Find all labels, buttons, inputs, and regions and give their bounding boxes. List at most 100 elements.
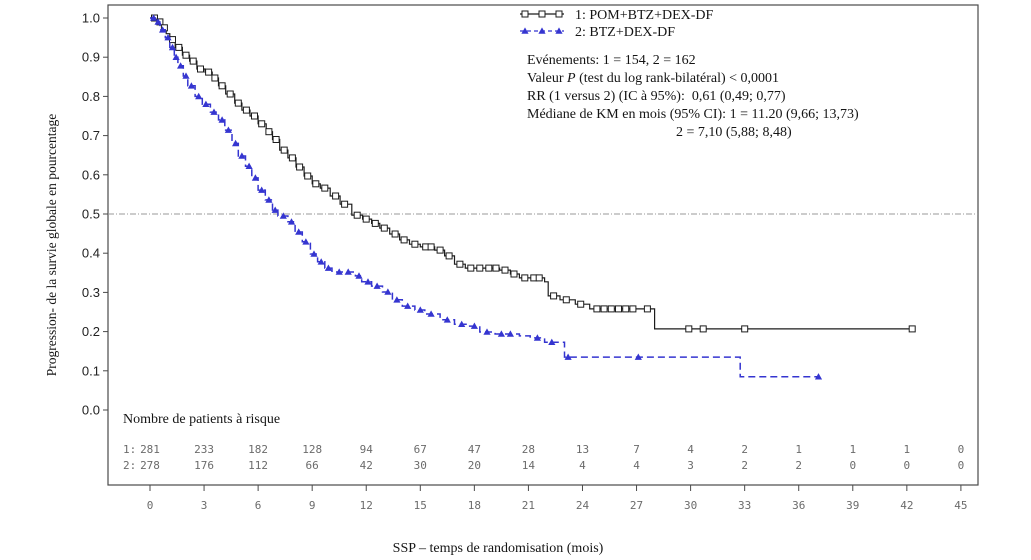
risk-count: 281	[140, 443, 160, 456]
censor-mark	[245, 162, 253, 169]
censor-mark	[189, 57, 197, 65]
risk-count: 30	[414, 459, 427, 472]
risk-count: 1	[904, 443, 911, 456]
censor-mark	[150, 14, 158, 21]
censor-mark	[211, 74, 219, 82]
censor-mark	[205, 68, 213, 76]
legend-marker-series-1	[520, 10, 564, 18]
censor-mark	[324, 264, 332, 271]
p-value-prefix: Valeur	[527, 71, 567, 86]
censor-mark	[443, 316, 451, 323]
risk-count: 20	[468, 459, 481, 472]
censor-mark	[506, 330, 514, 337]
risk-count: 28	[522, 443, 535, 456]
censor-mark	[436, 246, 444, 254]
censor-mark	[312, 180, 320, 188]
legend-symbol	[521, 27, 529, 34]
censor-mark	[159, 26, 167, 33]
censor-mark	[384, 288, 392, 295]
survival-curve	[150, 17, 819, 378]
risk-table-title: Nombre de patients à risque	[123, 412, 280, 427]
censor-mark	[302, 238, 310, 245]
legend: 1: POM+BTZ+DEX-DF 2: BTZ+DEX-DF	[520, 8, 714, 40]
censor-mark	[265, 196, 273, 203]
risk-count: 4	[579, 459, 586, 472]
censor-mark	[416, 306, 424, 313]
censor-mark	[321, 184, 329, 192]
series-2	[150, 14, 823, 380]
events-text: Evénements: 1 = 154, 2 = 162	[527, 53, 696, 68]
censor-mark	[168, 43, 177, 51]
censor-mark	[485, 264, 493, 272]
censor-mark	[685, 325, 693, 333]
median-arm-1-text: Médiane de KM en mois (95% CI): 1 = 11.2…	[527, 107, 859, 122]
x-axis: 0 3 6 9 12 15 18 21 24 27 30 33 36 39 42 45	[147, 485, 968, 512]
censor-mark	[615, 305, 622, 313]
x-tick-label: 0	[147, 499, 154, 512]
x-tick-label: 42	[900, 499, 913, 512]
censor-mark	[564, 353, 572, 360]
legend-marker-series-2	[520, 27, 564, 34]
censor-mark	[908, 325, 916, 333]
censor-mark	[271, 206, 279, 213]
x-tick-label: 39	[846, 499, 859, 512]
censor-mark	[182, 72, 190, 79]
risk-count: 233	[194, 443, 214, 456]
censor-mark	[187, 82, 195, 89]
censor-mark	[380, 224, 388, 232]
censor-mark	[577, 300, 585, 308]
y-tick-label: 0.5	[82, 207, 100, 222]
censor-mark	[362, 215, 370, 223]
y-tick-label: 1.0	[82, 11, 100, 26]
risk-count: 0	[849, 459, 856, 472]
p-value-text: Valeur P (test du log rank-bilatéral) < …	[527, 71, 779, 86]
censor-mark	[272, 136, 280, 143]
censor-mark	[622, 305, 630, 313]
risk-count: 112	[248, 459, 268, 472]
censor-mark	[218, 116, 226, 123]
x-tick-label: 21	[522, 499, 535, 512]
censor-mark	[317, 258, 325, 265]
censor-mark	[699, 325, 707, 333]
censor-mark	[182, 51, 190, 59]
x-tick-label: 30	[684, 499, 697, 512]
x-tick-label: 3	[201, 499, 208, 512]
censor-mark	[501, 266, 509, 274]
censor-mark	[393, 296, 401, 303]
censor-mark	[304, 172, 312, 180]
censor-mark	[154, 18, 162, 25]
censor-mark	[335, 268, 343, 275]
censor-mark	[279, 212, 287, 219]
risk-count: 94	[360, 443, 374, 456]
censor-mark	[445, 252, 453, 260]
risk-count: 42	[360, 459, 373, 472]
censor-mark	[497, 330, 505, 337]
y-tick-label: 0.1	[82, 363, 100, 378]
y-tick-label: 0.9	[82, 50, 100, 65]
censor-mark	[404, 302, 412, 309]
censor-mark	[234, 99, 242, 107]
censor-mark	[550, 292, 558, 300]
legend-symbol	[538, 27, 546, 34]
censor-mark	[458, 320, 466, 327]
x-tick-label: 27	[630, 499, 643, 512]
risk-count: 176	[194, 459, 214, 472]
censor-mark	[280, 146, 288, 154]
y-axis: 0.0 0.1 0.2 0.3 0.4 0.5 0.6 0.7 0.8 0.9 1.0	[82, 11, 108, 418]
censor-mark	[521, 274, 529, 282]
x-tick-label: 9	[309, 499, 316, 512]
risk-count: 2	[741, 443, 748, 456]
censor-mark	[251, 112, 258, 120]
risk-count: 7	[633, 443, 640, 456]
censor-mark	[456, 260, 464, 268]
x-tick-label: 18	[468, 499, 481, 512]
censor-mark	[344, 268, 352, 275]
censor-mark	[172, 53, 180, 60]
x-axis-title: SSP – temps de randomisation (mois)	[393, 541, 604, 556]
risk-table: 1: 281 233 182 128 94 67 47 28 13 7 4 2 1 1 1 02: 278 176 1…	[123, 443, 964, 472]
censor-mark	[814, 373, 823, 380]
hazard-ratio-text: RR (1 versus 2) (IC à 95%): 0,61 (0,49; …	[527, 89, 786, 104]
y-tick-label: 0.4	[82, 246, 100, 261]
censor-mark	[197, 65, 204, 73]
